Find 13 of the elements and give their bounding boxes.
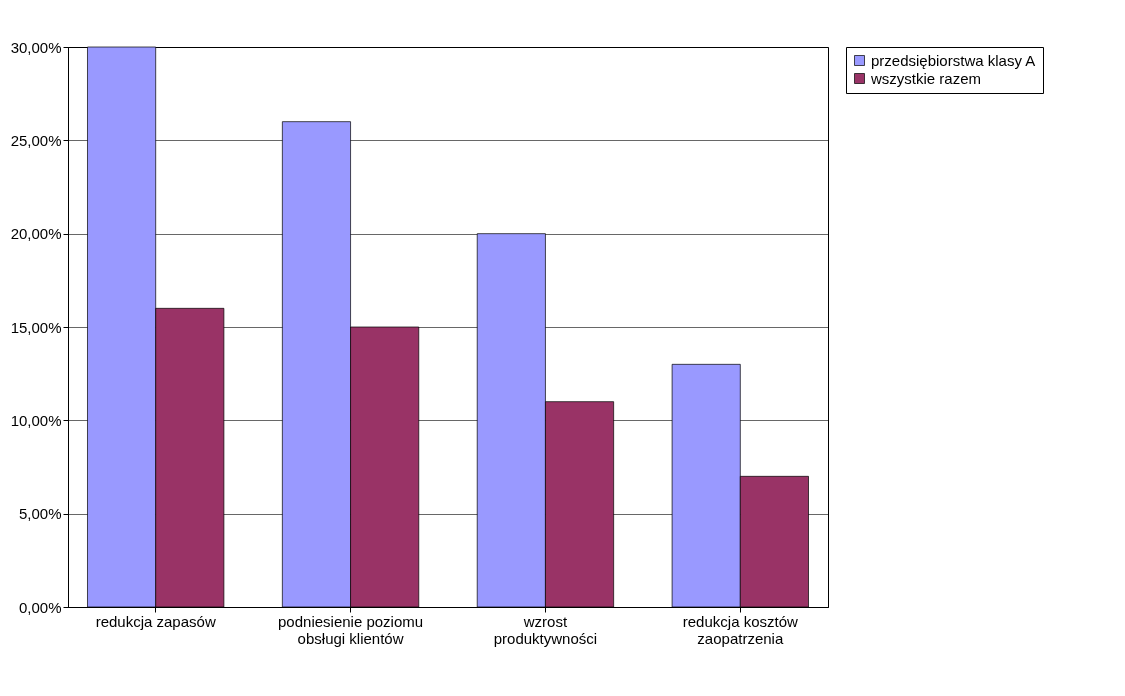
y-tick-label: 5,00%: [18, 505, 62, 523]
x-tick-label: redukcja kosztów zaopatrzenia: [682, 612, 798, 647]
y-tick-label: 10,00%: [10, 411, 62, 429]
y-tick-label: 15,00%: [10, 318, 62, 336]
y-tick-label: 25,00%: [10, 131, 62, 149]
y-tick-label: 0,00%: [18, 598, 62, 616]
x-tick-label: redukcja zapasów: [95, 612, 216, 630]
legend-label: wszystkie razem: [870, 69, 982, 87]
legend-label: przedsiębiorstwa klasy A: [871, 51, 1036, 69]
x-tick-label: wzrost produktywności: [493, 612, 598, 647]
x-tick-label: podniesienie poziomu obsługi klientów: [278, 612, 424, 647]
y-tick-label: 20,00%: [10, 225, 62, 243]
y-tick-label: 30,00%: [10, 38, 62, 56]
